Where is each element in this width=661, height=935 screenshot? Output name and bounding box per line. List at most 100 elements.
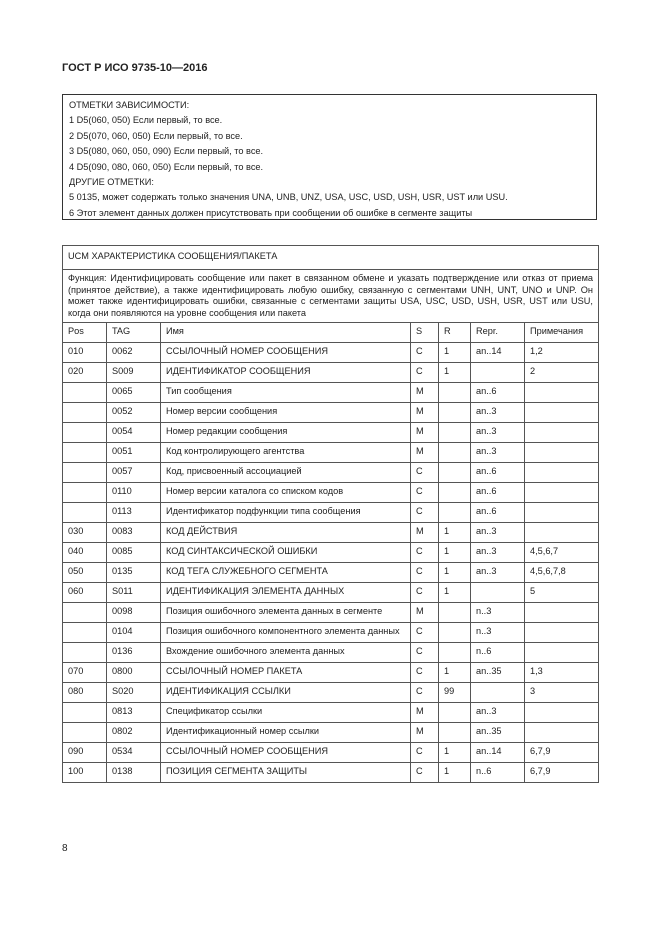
table-cell: C: [410, 762, 439, 783]
table-row: 100 0138 ПОЗИЦИЯ СЕГМЕНТА ЗАЩИТЫ C 1 n..6 6,7,…: [62, 762, 599, 783]
table-cell: 0052: [106, 402, 161, 423]
table-row: 090 0534 ССЫЛОЧНЫЙ НОМЕР СООБЩЕНИЯ C 1 an..14…: [62, 742, 599, 763]
table-cell: Номер редакции сообщения: [160, 422, 411, 443]
table-cell: C: [410, 362, 439, 383]
table-cell: 1: [438, 542, 471, 563]
table-row: 0136 Вхождение ошибочного элемента данных…: [62, 642, 599, 663]
document-title: ГОСТ Р ИСО 9735-10—2016: [62, 62, 208, 74]
column-header: Repr.: [470, 322, 525, 343]
table-cell: C: [410, 482, 439, 503]
table-cell: [438, 422, 471, 443]
table-cell: C: [410, 642, 439, 663]
note-line: 3 D5(080, 060, 050, 090) Если первый, то…: [69, 146, 264, 157]
table-cell: 0534: [106, 742, 161, 763]
table-row: 050 0135 КОД ТЕГА СЛУЖЕБНОГО СЕГМЕНТА C 1 an.…: [62, 562, 599, 583]
table-cell: [438, 462, 471, 483]
table-cell: [62, 442, 107, 463]
table-cell: [438, 482, 471, 503]
table-cell: 090: [62, 742, 107, 763]
table-cell: C: [410, 462, 439, 483]
table-cell: [438, 442, 471, 463]
table-row: 060 S011 ИДЕНТИФИКАЦИЯ ЭЛЕМЕНТА ДАННЫХ C 1 5: [62, 582, 599, 603]
table-cell: 100: [62, 762, 107, 783]
table-cell: an..6: [470, 382, 525, 403]
table-row: 070 0800 ССЫЛОЧНЫЙ НОМЕР ПАКЕТА C 1 an..35 1,3: [62, 662, 599, 683]
table-cell: [438, 602, 471, 623]
table-cell: [438, 722, 471, 743]
table-cell: 0062: [106, 342, 161, 363]
table-cell: an..35: [470, 662, 525, 683]
table-cell: an..14: [470, 742, 525, 763]
table-cell: C: [410, 502, 439, 523]
table-cell: Код, присвоенный ассоциацией: [160, 462, 411, 483]
table-cell: [524, 522, 599, 543]
table-cell: 0135: [106, 562, 161, 583]
table-cell: C: [410, 562, 439, 583]
table-cell: 3: [524, 682, 599, 703]
table-cell: Номер версии каталога со списком кодов: [160, 482, 411, 503]
table-cell: 0104: [106, 622, 161, 643]
table-cell: [524, 422, 599, 443]
table-cell: 2: [524, 362, 599, 383]
table-cell: an..6: [470, 482, 525, 503]
table-cell: [438, 402, 471, 423]
segment-function: Функция: Идентифицировать сообщение или …: [62, 269, 599, 323]
table-cell: Спецификатор ссылки: [160, 702, 411, 723]
table-cell: M: [410, 442, 439, 463]
note-line: ОТМЕТКИ ЗАВИСИМОСТИ:: [69, 100, 190, 110]
table-cell: [524, 622, 599, 643]
table-cell: S020: [106, 682, 161, 703]
table-cell: an..3: [470, 522, 525, 543]
table-cell: C: [410, 662, 439, 683]
table-cell: an..14: [470, 342, 525, 363]
table-cell: КОД СИНТАКСИЧЕСКОЙ ОШИБКИ: [160, 542, 411, 563]
table-cell: [62, 622, 107, 643]
table-row: 020 S009 ИДЕНТИФИКАТОР СООБЩЕНИЯ C 1 2: [62, 362, 599, 383]
table-cell: Вхождение ошибочного элемента данных: [160, 642, 411, 663]
table-cell: ИДЕНТИФИКАТОР СООБЩЕНИЯ: [160, 362, 411, 383]
table-cell: 6,7,9: [524, 762, 599, 783]
table-cell: КОД ДЕЙСТВИЯ: [160, 522, 411, 543]
table-cell: M: [410, 422, 439, 443]
note-line: 1 D5(060, 050) Если первый, то все.: [69, 115, 223, 126]
table-cell: S011: [106, 582, 161, 603]
note-line: 2 D5(070, 060, 050) Если первый, то все.: [69, 130, 243, 141]
table-row: 080 S020 ИДЕНТИФИКАЦИЯ ССЫЛКИ C 99 3: [62, 682, 599, 703]
table-cell: [62, 702, 107, 723]
table-cell: [438, 642, 471, 663]
table-cell: 050: [62, 562, 107, 583]
table-cell: M: [410, 602, 439, 623]
table-cell: n..3: [470, 622, 525, 643]
table-cell: 0054: [106, 422, 161, 443]
table-cell: Номер версии сообщения: [160, 402, 411, 423]
table-cell: an..3: [470, 702, 525, 723]
table-cell: 0051: [106, 442, 161, 463]
table-row: 0098 Позиция ошибочного элемента данных в…: [62, 602, 599, 623]
table-cell: 99: [438, 682, 471, 703]
table-row: 010 0062 ССЫЛОЧНЫЙ НОМЕР СООБЩЕНИЯ C 1 an..14…: [62, 342, 599, 363]
table-cell: Идентификационный номер ссылки: [160, 722, 411, 743]
table-cell: C: [410, 542, 439, 563]
table-cell: 040: [62, 542, 107, 563]
table-cell: 1: [438, 342, 471, 363]
table-cell: ССЫЛОЧНЫЙ НОМЕР СООБЩЕНИЯ: [160, 342, 411, 363]
table-cell: an..35: [470, 722, 525, 743]
table-cell: 4,5,6,7: [524, 542, 599, 563]
table-cell: 5: [524, 582, 599, 603]
table-cell: an..3: [470, 422, 525, 443]
table-cell: [62, 402, 107, 423]
table-cell: [524, 702, 599, 723]
table-cell: [438, 382, 471, 403]
table-cell: Тип сообщения: [160, 382, 411, 403]
table-cell: 0085: [106, 542, 161, 563]
table-cell: 1: [438, 562, 471, 583]
note-line: 4 D5(090, 080, 060, 050) Если первый, то…: [69, 161, 264, 172]
table-cell: 1,2: [524, 342, 599, 363]
table-cell: n..6: [470, 762, 525, 783]
